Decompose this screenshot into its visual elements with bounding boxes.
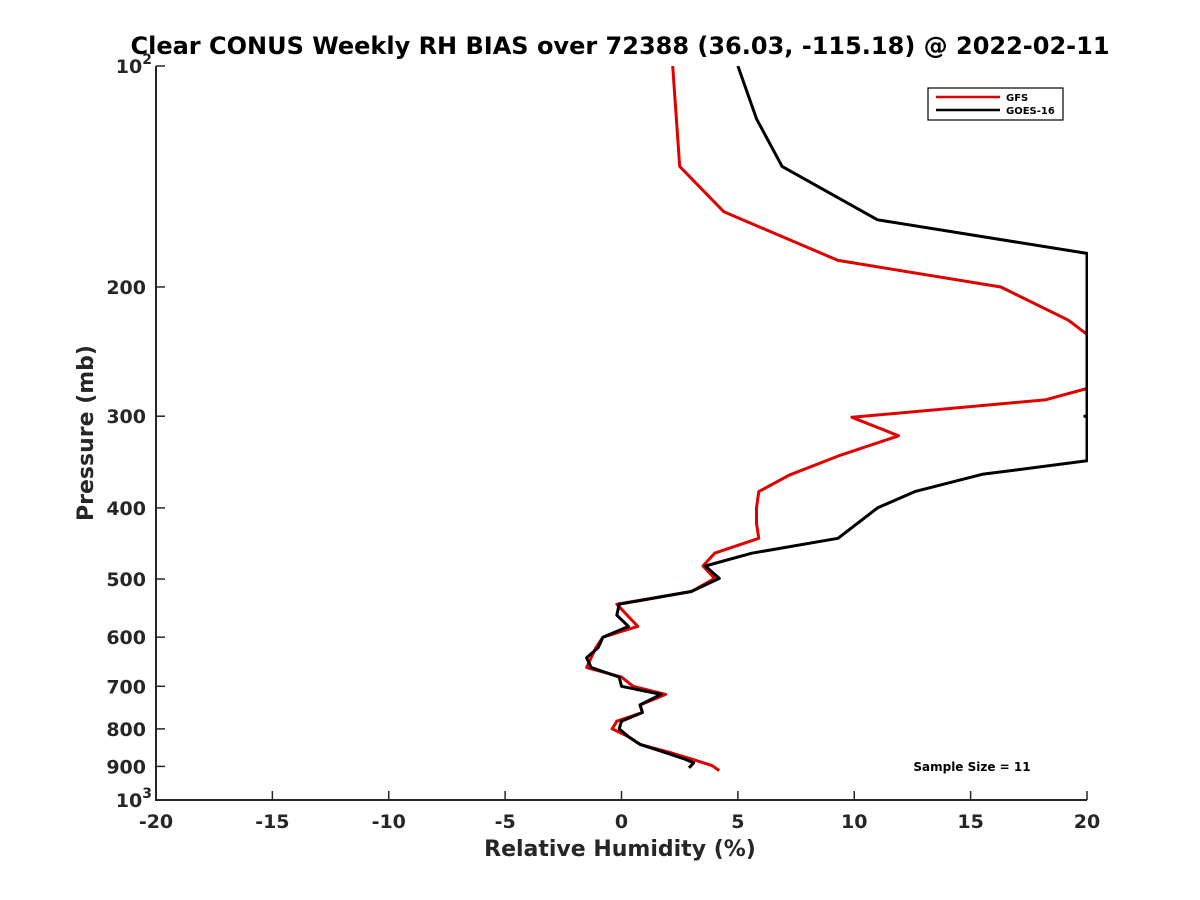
x-tick-label: -5 — [495, 811, 516, 833]
x-tick-label: 20 — [1074, 811, 1100, 833]
x-tick-label: 0 — [615, 811, 628, 833]
y-tick-label-text: 800 — [106, 719, 146, 741]
y-tick-label-text: 10 — [116, 790, 142, 812]
legend-label: GFS — [1006, 93, 1028, 104]
y-tick-label-text: 700 — [106, 676, 146, 698]
x-tick-label: -20 — [139, 811, 173, 833]
y-tick-label-text: 900 — [106, 756, 146, 778]
y-tick-exponent: 3 — [142, 786, 152, 802]
x-tick-label: -15 — [255, 811, 289, 833]
legend-label: GOES-16 — [1006, 106, 1055, 117]
series-line-gfs — [585, 66, 1088, 772]
y-tick-label: 900 — [106, 756, 146, 778]
y-tick-label: 300 — [106, 406, 146, 428]
x-axis-label: Relative Humidity (%) — [484, 837, 756, 862]
y-axis-label: Pressure (mb) — [74, 345, 99, 521]
y-tick-label: 700 — [106, 676, 146, 698]
y-tick-exponent: 2 — [142, 52, 152, 68]
y-tick-label: 500 — [106, 569, 146, 591]
x-tick-label: -10 — [372, 811, 406, 833]
legend: GFS GOES-16 — [927, 87, 1064, 121]
y-tick-label-text: 600 — [106, 627, 146, 649]
series-lines — [585, 66, 1088, 772]
series-line-goes-16 — [585, 66, 1088, 769]
y-tick-label: 400 — [106, 498, 146, 520]
y-tick-label-text: 300 — [106, 406, 146, 428]
y-tick-label: 103 — [116, 786, 152, 812]
x-axis: -20 -15 -10 -5 0 5 10 15 20 — [139, 791, 1100, 833]
x-tick-label: 15 — [957, 811, 983, 833]
y-tick-label-text: 200 — [106, 277, 146, 299]
legend-box — [927, 87, 1064, 121]
sample-size-annotation: Sample Size = 11 — [913, 760, 1030, 774]
x-tick-label: 5 — [731, 811, 744, 833]
y-tick-label-text: 10 — [116, 56, 142, 78]
y-tick-label-text: 400 — [106, 498, 146, 520]
chart-title: Clear CONUS Weekly RH BIAS over 72388 (3… — [130, 32, 1109, 60]
plot-area — [155, 66, 1087, 801]
y-tick-label: 200 — [106, 277, 146, 299]
y-tick-label: 800 — [106, 719, 146, 741]
x-tick-label: 10 — [841, 811, 867, 833]
y-tick-label: 102 — [116, 52, 152, 78]
y-tick-label: 600 — [106, 627, 146, 649]
y-tick-label-text: 500 — [106, 569, 146, 591]
